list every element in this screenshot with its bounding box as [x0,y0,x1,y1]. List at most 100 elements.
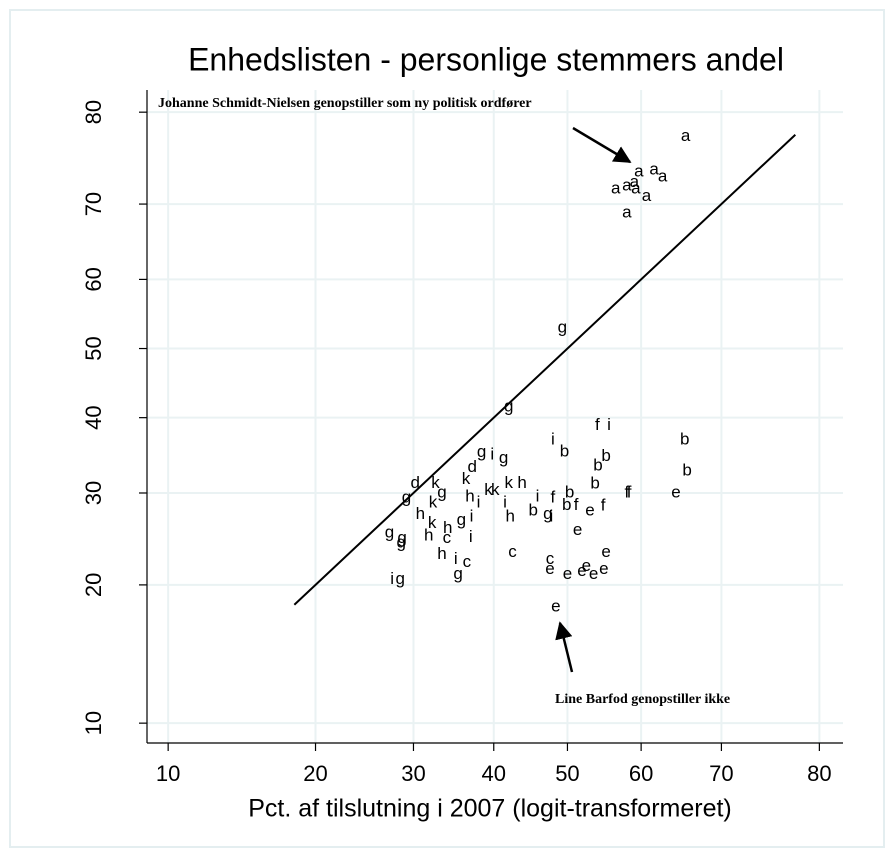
point-marker: k [505,473,514,492]
point-marker: f [627,482,632,501]
point-marker: b [682,460,691,479]
point-marker: g [558,318,567,337]
y-tick-label: 40 [81,405,106,429]
y-tick-label: 70 [81,192,106,216]
point-marker: g [477,442,486,461]
point-marker: e [545,559,554,578]
reference-line [293,133,797,606]
point-marker: i [503,492,507,511]
point-marker: h [416,504,425,523]
y-tick-label: 20 [81,573,106,597]
point-marker: i [454,549,458,568]
point-marker: i [490,444,494,463]
point-marker: a [631,179,641,198]
y-tick-label: 10 [81,711,106,735]
point-marker: i [470,507,474,526]
point-marker: a [658,167,668,186]
point-marker: c [463,552,472,571]
x-tick-label: 30 [401,761,425,786]
point-marker: e [573,520,582,539]
x-tick-label: 40 [482,761,506,786]
point-marker: d [410,473,419,492]
point-marker: c [546,549,555,568]
point-marker: g [504,397,513,416]
annotation: Line Barfod genopstiller ikke [555,692,730,707]
x-tick-label: 60 [629,761,653,786]
point-marker: c [443,528,452,547]
point-marker: f [574,495,579,514]
point-marker: a [622,175,632,194]
point-marker: g [499,448,508,467]
x-tick-label: 80 [807,761,831,786]
point-marker: e [551,597,560,616]
x-tick-label: 10 [156,761,180,786]
point-marker: k [431,473,440,492]
point-marker: i [551,429,555,448]
point-marker: g [385,523,394,542]
y-tick-label: 60 [81,267,106,291]
point-marker: b [565,482,574,501]
point-marker: a [611,179,621,198]
point-marker: g [397,528,406,547]
annotation-arrow [555,621,574,673]
point-marker: g [396,533,405,552]
point-marker: h [443,518,452,537]
point-marker: h [424,525,433,544]
point-marker: h [437,544,446,563]
outer-frame [9,9,885,848]
point-marker: k [484,480,493,499]
point-marker: g [396,569,405,588]
point-marker: e [589,564,598,583]
point-marker: b [590,474,599,493]
point-marker: c [508,542,517,561]
point-marker: k [429,492,438,511]
point-marker: a [630,172,640,191]
point-marker: a [649,160,659,179]
point-marker: i [536,487,540,506]
point-marker: b [528,501,537,520]
point-marker: i [390,569,394,588]
point-marker: g [543,504,552,523]
point-marker: i [469,527,473,546]
point-marker: g [457,510,466,529]
point-marker: f [601,496,606,515]
point-marker: i [607,415,611,434]
point-marker: a [622,202,632,221]
point-marker: g [437,482,446,501]
point-marker: f [551,487,556,506]
point-marker: h [517,473,526,492]
x-tick-label: 50 [555,761,579,786]
annotation-arrow [572,126,632,164]
point-marker: e [577,561,586,580]
y-tick-label: 80 [81,100,106,124]
point-marker: a [681,126,691,145]
x-tick-label: 70 [709,761,733,786]
point-marker: g [453,564,462,583]
point-marker: i [550,507,554,526]
point-marker: e [582,556,591,575]
point-marker: i [477,492,481,511]
point-marker: f [624,482,629,501]
point-marker: b [680,429,689,448]
point-marker: f [595,415,600,434]
y-tick-label: 30 [81,481,106,505]
point-marker: g [402,487,411,506]
point-marker: h [465,487,474,506]
point-marker: d [468,457,477,476]
point-marker: e [671,482,680,501]
point-marker: h [506,507,515,526]
point-marker: k [462,469,471,488]
annotation: Johanne Schmidt-Nielsen genopstiller som… [158,96,532,111]
point-marker: b [560,441,569,460]
point-marker: e [599,559,608,578]
point-marker: b [593,456,602,475]
point-marker: k [491,480,500,499]
point-marker: e [585,501,594,520]
point-marker: a [634,161,644,180]
point-marker: e [601,542,610,561]
point-marker: b [601,446,610,465]
x-tick-label: 20 [303,761,327,786]
